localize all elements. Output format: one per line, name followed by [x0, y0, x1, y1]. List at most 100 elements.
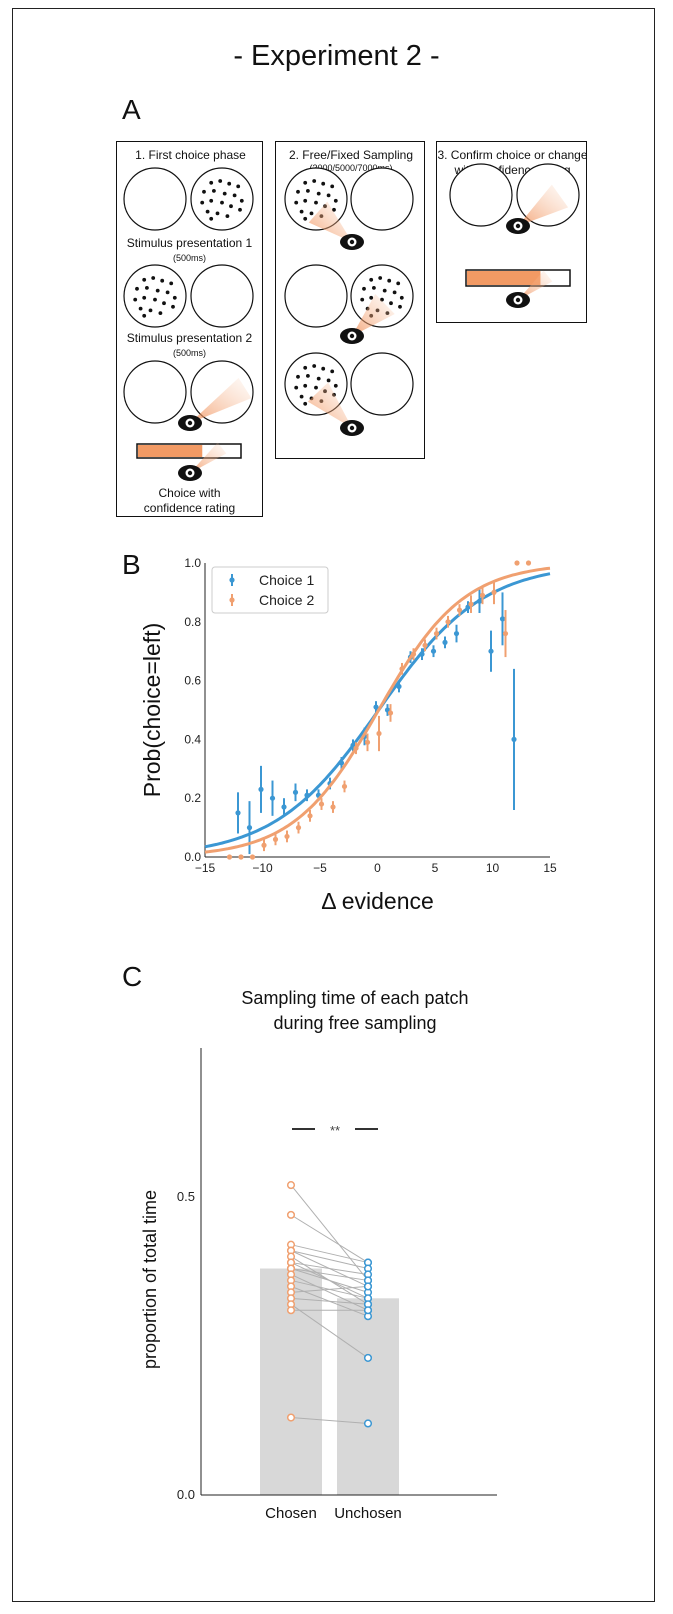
- data-point: [272, 836, 279, 842]
- stimulus-dot: [330, 184, 335, 189]
- chosen-point: [286, 1210, 296, 1219]
- stimulus-dot: [155, 288, 160, 293]
- data-point: [304, 792, 310, 798]
- legend-marker: [229, 597, 235, 603]
- data-point: [525, 560, 532, 566]
- data-point: [468, 601, 474, 607]
- legend-box: [211, 566, 329, 614]
- x-tick-label: −5: [313, 861, 327, 875]
- data-point: [338, 760, 345, 766]
- data-point: [292, 789, 299, 795]
- x-axis-label: Δ evidence: [321, 888, 434, 914]
- gaze-beam: [307, 382, 352, 428]
- subject-line: [290, 1262, 369, 1275]
- unchosen-point: [363, 1282, 373, 1291]
- gaze-beam: [518, 270, 553, 300]
- data-point: [281, 804, 287, 810]
- stimulus-dot: [396, 281, 401, 286]
- data-point: [499, 616, 506, 622]
- stimulus-dot: [294, 385, 299, 390]
- subject-line: [290, 1297, 369, 1305]
- stimulus-dot: [172, 295, 177, 300]
- gaze-beam: [352, 293, 395, 336]
- first-choice-title: 1. First choice phase: [135, 148, 246, 162]
- data-point: [353, 745, 359, 751]
- data-point: [258, 786, 264, 792]
- stimulus-dot: [209, 180, 214, 185]
- stimulus-dot: [148, 308, 153, 313]
- stimulus-dot: [153, 297, 157, 302]
- stimulus-dot: [215, 211, 220, 216]
- stimulus-1-time: (500ms): [172, 253, 206, 263]
- y-tick-label: 0.2: [184, 791, 201, 805]
- stimulus-dot: [303, 198, 308, 203]
- stimulus-dot: [309, 211, 314, 216]
- y-axis-label: Prob(choice=left): [139, 623, 165, 798]
- data-point: [238, 854, 244, 860]
- panel-letter-b: B: [122, 549, 141, 580]
- data-point: [284, 833, 290, 840]
- data-point: [226, 854, 233, 860]
- stimulus-dot: [227, 181, 232, 186]
- fit-curve-2: [204, 566, 551, 854]
- x-tick-label: 5: [432, 861, 439, 875]
- empty-patch-circle: [123, 167, 187, 231]
- stimulus-dot: [333, 198, 338, 203]
- stimulus-dot: [232, 193, 237, 198]
- stimulus-dot: [142, 295, 147, 300]
- stimulus-dot: [151, 276, 156, 280]
- data-point: [453, 630, 460, 637]
- chosen-point: [286, 1306, 296, 1315]
- confidence-bar-fill: [138, 445, 203, 457]
- free-sampling-subtitle: (3000/5000/7000ms): [309, 163, 393, 173]
- x-tick-label: 15: [543, 861, 557, 875]
- data-point: [419, 651, 425, 657]
- stimulus-dot: [312, 179, 317, 183]
- stimulus-dot: [294, 200, 299, 205]
- gaze-beam: [308, 201, 352, 242]
- data-point: [295, 825, 302, 831]
- free-sampling-title: 2. Free/Fixed Sampling: [288, 148, 414, 162]
- data-point: [511, 736, 517, 743]
- stimulus-dot: [142, 277, 147, 282]
- subject-line: [290, 1214, 369, 1263]
- stimulus-2-time: (500ms): [172, 348, 206, 358]
- eye-pupil: [187, 470, 193, 476]
- stimulus-dot: [209, 198, 214, 203]
- stimulus-1-label: Stimulus presentation 1: [126, 236, 253, 250]
- data-point: [330, 804, 336, 810]
- subject-line: [290, 1268, 369, 1281]
- stimulus-2-label: Stimulus presentation 2: [126, 331, 253, 345]
- stimulus-dot: [212, 189, 216, 193]
- subject-line: [290, 1303, 369, 1359]
- figure-title: - Experiment 2 -: [233, 40, 440, 72]
- data-point: [387, 710, 394, 716]
- stimulus-dot: [225, 214, 230, 219]
- stimulus-dot: [303, 401, 308, 406]
- x-tick-label: Chosen: [265, 1505, 317, 1522]
- stimulus-dot: [382, 288, 387, 293]
- stimulus-dot: [314, 385, 318, 390]
- empty-patch-circle: [190, 360, 254, 424]
- data-point: [376, 730, 382, 737]
- y-tick-label: 0.6: [184, 674, 201, 688]
- y-tick-label: 0.0: [184, 850, 201, 864]
- stimulus-dot: [220, 200, 224, 205]
- gaze-beam: [190, 377, 252, 423]
- stimulus-dot: [378, 276, 383, 280]
- confidence-bar-fill: [467, 271, 541, 285]
- y-tick-label: 0.5: [177, 1189, 195, 1204]
- stimulus-dot: [306, 189, 310, 193]
- chart-title-line1: Sampling time of each patch: [241, 988, 468, 1008]
- chosen-point: [286, 1413, 296, 1422]
- data-point: [364, 739, 371, 745]
- stimulus-dot: [303, 180, 308, 185]
- stimulus-dot: [312, 364, 317, 368]
- stimulus-dot: [145, 286, 149, 290]
- stimulus-dot: [387, 278, 392, 283]
- subject-line: [290, 1274, 369, 1311]
- y-tick-label: 0.0: [177, 1487, 195, 1502]
